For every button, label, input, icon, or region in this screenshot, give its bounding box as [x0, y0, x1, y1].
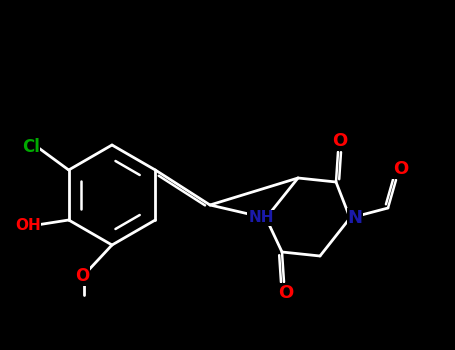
Text: O: O: [332, 132, 348, 150]
Text: Cl: Cl: [22, 138, 40, 156]
Text: O: O: [75, 267, 89, 285]
Text: OH: OH: [15, 218, 40, 233]
Text: O: O: [394, 160, 409, 178]
Text: N: N: [348, 209, 363, 227]
Text: NH: NH: [248, 210, 274, 225]
Text: O: O: [278, 284, 293, 302]
